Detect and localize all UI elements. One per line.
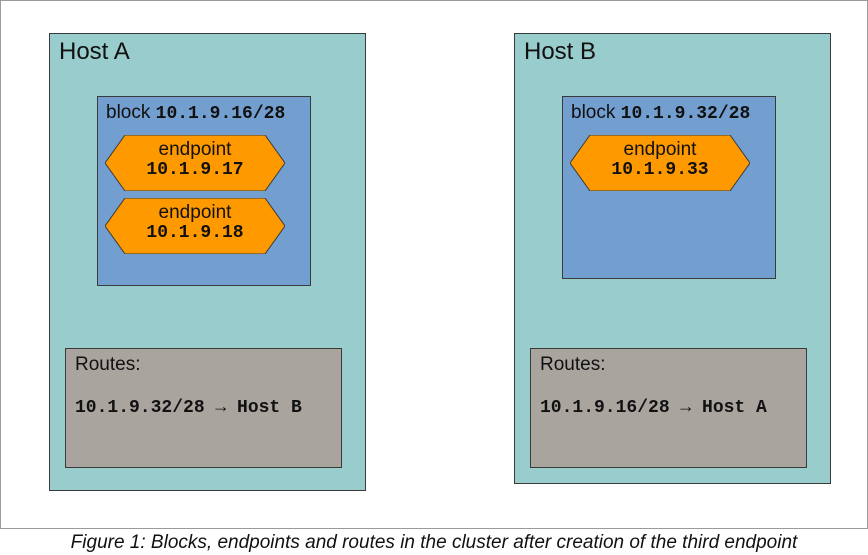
route-entry: 10.1.9.16/28 → Host A: [540, 398, 767, 418]
endpoint-node: endpoint 10.1.9.18: [105, 198, 285, 254]
figure-caption: Figure 1: Blocks, endpoints and routes i…: [70, 532, 798, 553]
host-b-routes: Routes: 10.1.9.16/28 → Host A: [530, 348, 807, 468]
endpoint-ip: 10.1.9.18: [146, 223, 244, 243]
host-a-title: Host A: [59, 38, 130, 65]
block-cidr: 10.1.9.32/28: [620, 104, 751, 124]
host-a-block-title: block 10.1.9.16/28: [106, 102, 285, 124]
block-cidr: 10.1.9.16/28: [155, 104, 286, 124]
host-a-block: block 10.1.9.16/28 endpoint 10.1.9.17 en…: [97, 96, 311, 286]
endpoint-label: endpoint: [158, 202, 232, 223]
host-b-title: Host B: [524, 38, 597, 65]
diagram-frame: Host A block 10.1.9.16/28 endpoint 10.1.…: [0, 0, 868, 529]
host-a: Host A block 10.1.9.16/28 endpoint 10.1.…: [49, 33, 366, 491]
routes-title: Routes:: [540, 354, 606, 375]
routes-title: Routes:: [75, 354, 141, 375]
endpoint-node: endpoint 10.1.9.33: [570, 135, 750, 191]
endpoint-hexagon-shape: [105, 198, 285, 254]
endpoint-hexagon-shape: [105, 135, 285, 191]
host-b-block: block 10.1.9.32/28 endpoint 10.1.9.33: [562, 96, 776, 279]
host-a-routes: Routes: 10.1.9.32/28 → Host B: [65, 348, 342, 468]
endpoint-ip: 10.1.9.17: [146, 160, 244, 180]
host-b-block-title: block 10.1.9.32/28: [571, 102, 750, 124]
endpoint-label: endpoint: [158, 139, 232, 160]
block-word: block: [106, 102, 151, 123]
endpoint-ip: 10.1.9.33: [611, 160, 709, 180]
block-word: block: [571, 102, 616, 123]
endpoint-node: endpoint 10.1.9.17: [105, 135, 285, 191]
endpoint-label: endpoint: [623, 139, 697, 160]
endpoint-hexagon-shape: [570, 135, 750, 191]
route-entry: 10.1.9.32/28 → Host B: [75, 398, 302, 418]
host-b: Host B block 10.1.9.32/28 endpoint 10.1.…: [514, 33, 831, 484]
